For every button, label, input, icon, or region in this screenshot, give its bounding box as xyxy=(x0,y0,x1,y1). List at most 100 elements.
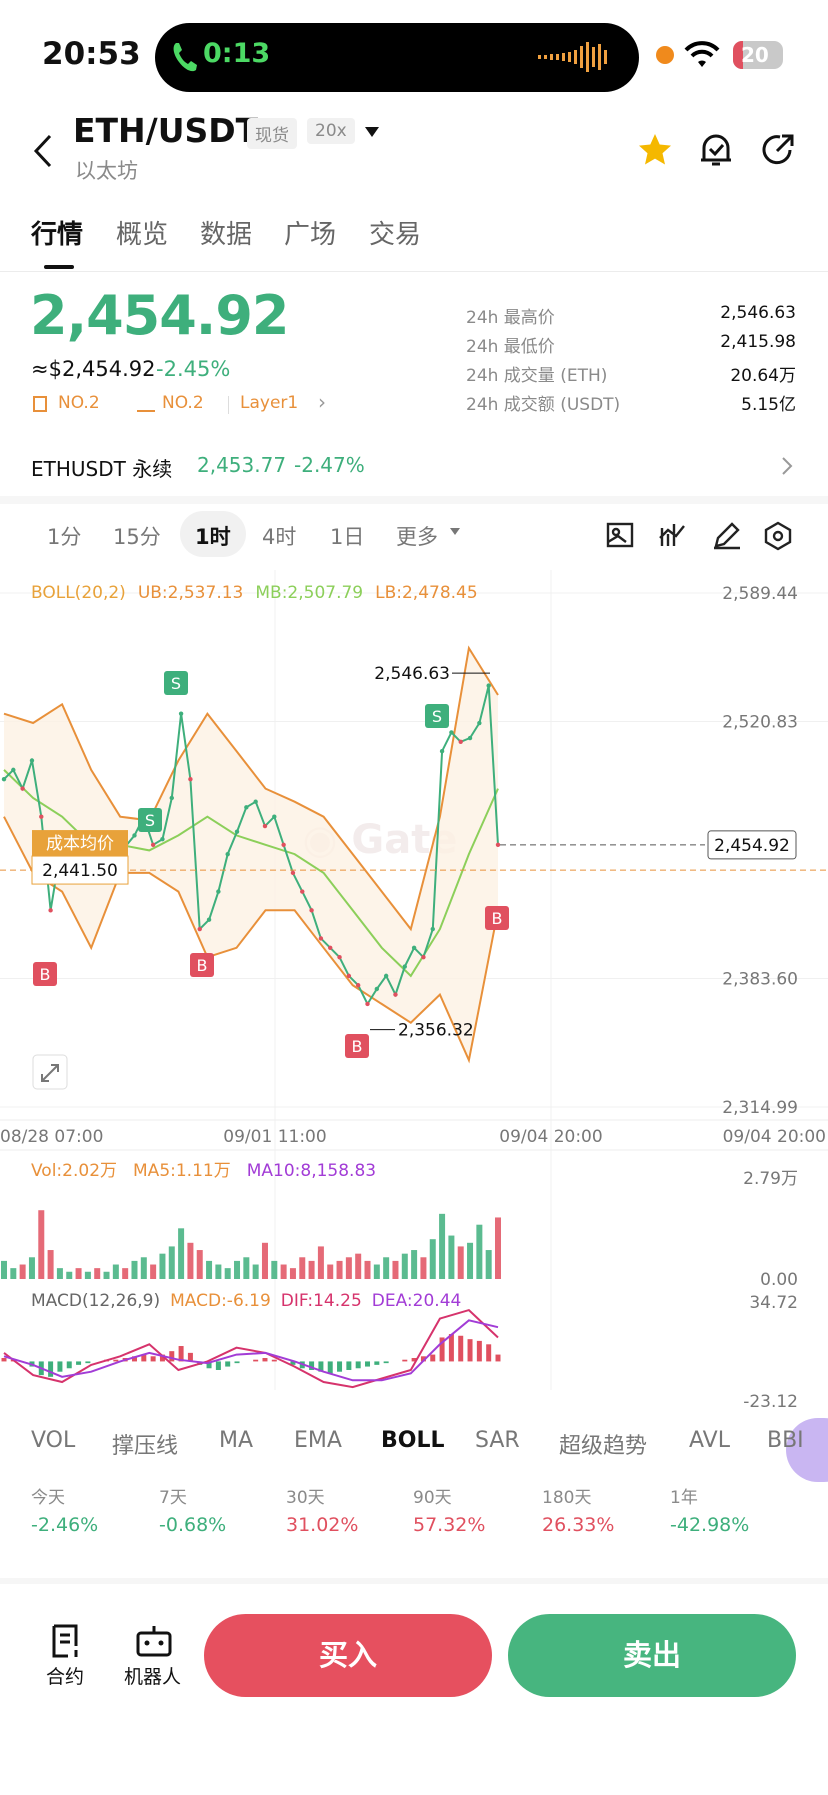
close-point xyxy=(244,805,249,810)
pair-dropdown[interactable] xyxy=(364,126,380,138)
close-point xyxy=(234,829,240,834)
volume-bar xyxy=(485,1250,492,1279)
signal-text: B xyxy=(492,909,503,928)
volume-bar xyxy=(317,1246,324,1279)
dif-line xyxy=(3,1308,499,1389)
macd-bar xyxy=(430,1354,436,1362)
close-point xyxy=(290,870,296,876)
y-tick-label: 2,520.83 xyxy=(722,712,798,732)
volume-bar xyxy=(271,1260,278,1279)
macd-bar xyxy=(374,1361,380,1365)
volume-bar xyxy=(122,1268,129,1279)
leverage-tag: 20x xyxy=(307,118,355,144)
interval[interactable]: 4时 xyxy=(262,525,297,549)
signal-badge xyxy=(485,906,509,930)
interval[interactable]: 15分 xyxy=(113,525,161,549)
close-point xyxy=(383,973,389,979)
signal-text: S xyxy=(145,811,155,830)
volume-bar xyxy=(10,1268,17,1279)
stat-value: 5.15亿 xyxy=(741,395,796,415)
interval[interactable]: 更多 xyxy=(396,525,438,549)
volume-bar xyxy=(411,1250,418,1279)
macd-bar xyxy=(309,1361,315,1370)
robot-icon[interactable] xyxy=(135,1624,173,1658)
close-point xyxy=(197,926,202,932)
indicator-tab[interactable]: 撑压线 xyxy=(112,1434,179,1459)
close-point xyxy=(253,799,258,804)
macd-bar xyxy=(66,1361,72,1369)
signal-text: S xyxy=(171,674,181,693)
dea-line xyxy=(3,1319,499,1382)
indicator-tab[interactable]: BOLL xyxy=(381,1428,445,1453)
boll-band-fill xyxy=(4,648,498,1061)
signal-badge xyxy=(425,704,449,728)
macd-bar xyxy=(290,1361,296,1365)
tab[interactable]: 行情 xyxy=(31,220,84,250)
close-point xyxy=(206,917,212,922)
interval[interactable]: 1日 xyxy=(330,525,365,549)
close-point xyxy=(300,889,305,894)
contract-icon[interactable] xyxy=(50,1624,84,1660)
battery-level xyxy=(733,41,743,69)
macd-bar xyxy=(486,1344,492,1362)
volume-bar xyxy=(280,1264,287,1279)
volume-bar xyxy=(448,1235,455,1279)
macd-bar xyxy=(169,1351,175,1362)
indicator-tab[interactable]: BBI xyxy=(767,1428,804,1453)
perpetual-arrow[interactable] xyxy=(780,455,794,477)
rank: Layer1 xyxy=(240,393,299,413)
close-point xyxy=(132,833,137,838)
x-tick-label: 09/04 20:00 xyxy=(499,1127,602,1147)
tool-icon[interactable] xyxy=(606,522,634,548)
tool-icon[interactable] xyxy=(764,521,792,551)
close-point xyxy=(160,836,165,842)
alert-bell[interactable] xyxy=(698,130,734,170)
indicator-tab[interactable]: AVL xyxy=(689,1428,730,1453)
macd-bar xyxy=(178,1346,184,1362)
tab[interactable]: 广场 xyxy=(284,220,337,250)
last-price: 2,454.92 xyxy=(30,284,289,347)
interval[interactable]: 1分 xyxy=(47,525,82,549)
volume-bar xyxy=(38,1210,45,1279)
signal-badge xyxy=(164,671,188,695)
period: 今天 xyxy=(31,1488,65,1508)
tab[interactable]: 数据 xyxy=(200,220,253,250)
volume-bar xyxy=(19,1264,26,1279)
sell-button[interactable]: 卖出 xyxy=(508,1614,796,1697)
rank-icon xyxy=(33,396,47,412)
period: 7天 xyxy=(159,1488,187,1508)
cost-title-bg xyxy=(32,830,128,857)
indicator-tab[interactable]: 超级趋势 xyxy=(559,1434,648,1459)
close-point xyxy=(225,851,230,857)
volume-bar xyxy=(429,1239,436,1279)
volume-bar xyxy=(234,1260,241,1279)
close-point xyxy=(477,720,482,726)
period-change: 26.33% xyxy=(542,1514,615,1536)
interval[interactable]: 1时 xyxy=(195,525,231,549)
section-gap xyxy=(0,496,828,504)
macd-bar xyxy=(271,1359,277,1362)
close-point xyxy=(337,954,342,960)
signal-text: S xyxy=(432,707,442,726)
stat-label: 24h 成交额 (USDT) xyxy=(466,395,621,415)
share-button[interactable] xyxy=(760,132,796,168)
volume-bar xyxy=(383,1257,390,1279)
tool-icon[interactable] xyxy=(714,522,740,550)
close-point xyxy=(449,730,454,735)
indicator-tab[interactable]: MA xyxy=(219,1428,254,1453)
indicator-tab[interactable]: EMA xyxy=(294,1428,342,1453)
favorite-star[interactable] xyxy=(637,132,673,168)
boll-legend: MB:2,507.79 xyxy=(255,583,363,603)
back-button[interactable] xyxy=(32,133,54,169)
tab[interactable]: 交易 xyxy=(369,220,422,250)
tab[interactable]: 概览 xyxy=(116,220,169,250)
close-point xyxy=(495,842,501,847)
indicator-tab[interactable]: VOL xyxy=(31,1428,76,1453)
macd-bar xyxy=(131,1356,137,1362)
volume-bar xyxy=(336,1260,343,1279)
buy-button[interactable]: 买入 xyxy=(204,1614,492,1697)
boll-legend: LB:2,478.45 xyxy=(375,583,478,603)
indicator-tab[interactable]: SAR xyxy=(475,1428,520,1453)
tool-icon[interactable] xyxy=(659,524,685,546)
volume-bar xyxy=(168,1246,175,1279)
